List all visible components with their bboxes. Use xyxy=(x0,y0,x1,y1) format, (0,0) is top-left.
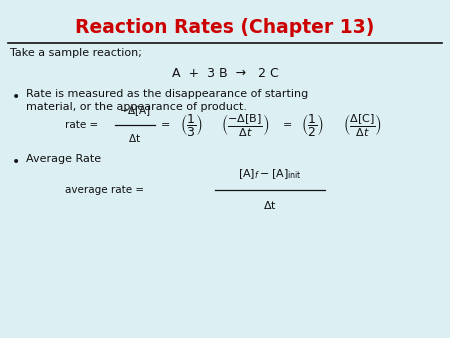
Text: Average Rate: Average Rate xyxy=(26,154,101,164)
Text: •: • xyxy=(12,90,20,104)
Text: $\left(\dfrac{-\Delta[\mathrm{B}]}{\Delta t}\right)$: $\left(\dfrac{-\Delta[\mathrm{B}]}{\Delt… xyxy=(221,112,269,138)
Text: Rate is measured as the disappearance of starting: Rate is measured as the disappearance of… xyxy=(26,89,308,99)
Text: =: = xyxy=(160,120,170,130)
Text: $\Delta$t: $\Delta$t xyxy=(129,132,141,144)
Text: $\left(\dfrac{1}{2}\right)$: $\left(\dfrac{1}{2}\right)$ xyxy=(302,112,324,138)
Text: rate =: rate = xyxy=(65,120,98,130)
Text: Take a sample reaction;: Take a sample reaction; xyxy=(10,48,142,58)
Text: =: = xyxy=(284,120,292,130)
Text: •: • xyxy=(12,155,20,169)
Text: average rate =: average rate = xyxy=(65,185,144,195)
Text: $[\mathrm{A}]_f - [\mathrm{A}]_{\mathrm{init}}$: $[\mathrm{A}]_f - [\mathrm{A}]_{\mathrm{… xyxy=(238,167,302,181)
Text: $\Delta$t: $\Delta$t xyxy=(263,199,277,211)
Text: $\left(\dfrac{1}{3}\right)$: $\left(\dfrac{1}{3}\right)$ xyxy=(180,112,204,138)
Text: Reaction Rates (Chapter 13): Reaction Rates (Chapter 13) xyxy=(75,18,375,37)
Text: A  +  3 B  →   2 C: A + 3 B → 2 C xyxy=(171,67,279,80)
Text: material, or the appearance of product.: material, or the appearance of product. xyxy=(26,102,247,112)
Text: $-\Delta$[A]: $-\Delta$[A] xyxy=(119,104,151,118)
Text: $\left(\dfrac{\Delta[\mathrm{C}]}{\Delta t}\right)$: $\left(\dfrac{\Delta[\mathrm{C}]}{\Delta… xyxy=(343,112,382,138)
